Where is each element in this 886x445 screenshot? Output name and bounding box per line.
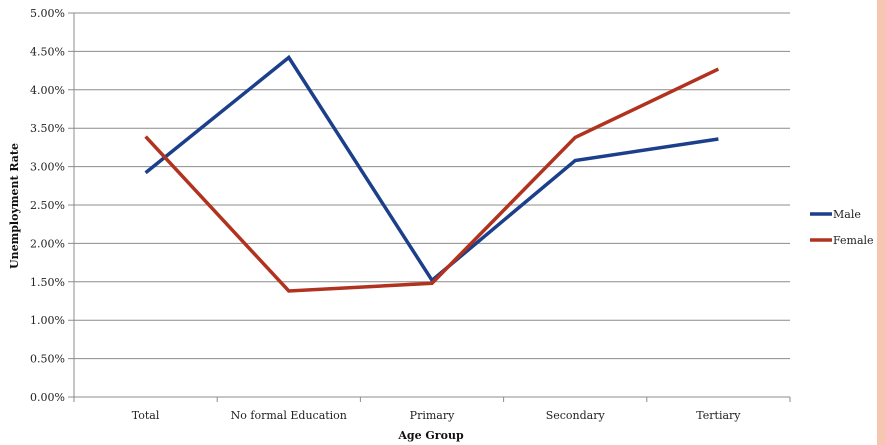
series-lines (144, 54, 720, 293)
x-tick-label: Tertiary (696, 409, 741, 422)
y-tick-label: 5.00% (30, 7, 65, 20)
y-tick-label: 1.00% (30, 314, 65, 327)
x-tick-label: Secondary (546, 409, 606, 422)
x-tick-label: No formal Education (231, 409, 347, 422)
axes (73, 13, 791, 402)
x-axis-title: Age Group (397, 429, 464, 442)
x-tick-labels: Total No formal Education Primary Secondary… (132, 409, 741, 422)
legend: Male Female (810, 208, 874, 247)
y-tick-label: 0.50% (30, 353, 65, 366)
y-tick-label: 0.00% (30, 391, 65, 404)
slide-accent-border (877, 0, 886, 445)
y-tick-label: 3.00% (30, 161, 65, 174)
series-line-male (144, 54, 719, 283)
x-tick-label: Primary (410, 409, 455, 422)
gridlines (68, 12, 790, 398)
y-tick-label: 4.50% (30, 45, 65, 58)
legend-label-male: Male (833, 208, 861, 221)
legend-label-female: Female (833, 234, 874, 247)
y-tick-labels: 0.00% 0.50% 1.00% 1.50% 2.00% 2.50% 3.00% 3.50%… (30, 7, 65, 404)
series-line-female (144, 67, 720, 293)
y-tick-label: 2.50% (30, 199, 65, 212)
y-tick-label: 4.00% (30, 84, 65, 97)
y-tick-label: 3.50% (30, 122, 65, 135)
y-tick-label: 2.00% (30, 237, 65, 250)
x-tick-label: Total (132, 409, 160, 422)
y-tick-label: 1.50% (30, 276, 65, 289)
y-axis-title: Unemployment Rate (8, 143, 21, 269)
